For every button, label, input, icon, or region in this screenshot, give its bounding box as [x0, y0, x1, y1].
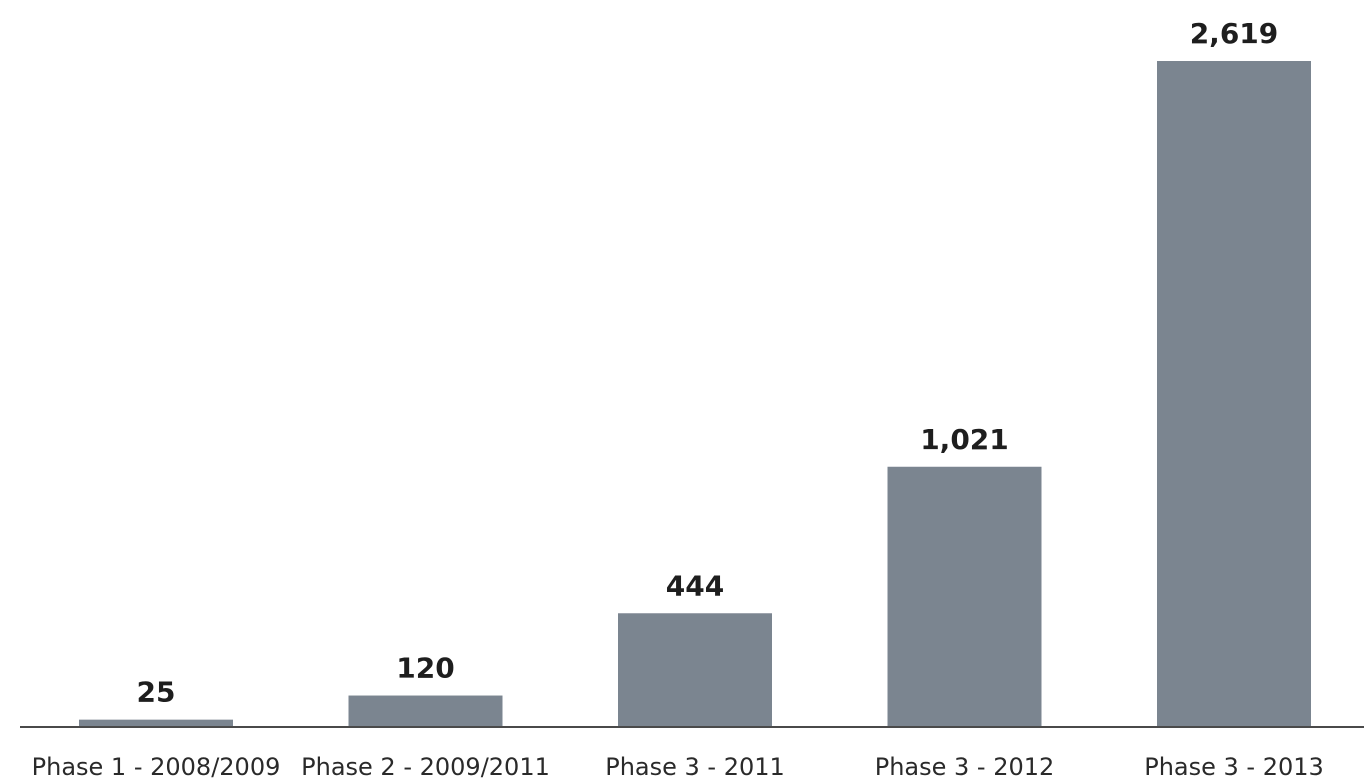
data-label-4: 1,021	[920, 423, 1009, 456]
x-tick-label-5: Phase 3 - 2013	[1144, 753, 1324, 781]
bar-4	[887, 466, 1042, 726]
bars-group	[79, 61, 1311, 726]
bar-1	[79, 719, 233, 726]
x-tick-label-3: Phase 3 - 2011	[605, 753, 785, 781]
data-label-1: 25	[137, 676, 176, 709]
data-label-3: 444	[666, 569, 724, 602]
bar-5	[1157, 61, 1311, 726]
x-tick-label-2: Phase 2 - 2009/2011	[301, 753, 550, 781]
category-labels-group: Phase 1 - 2008/2009 Phase 2 - 2009/2011 Ph…	[32, 753, 1324, 781]
data-label-5: 2,619	[1190, 17, 1279, 50]
x-tick-label-1: Phase 1 - 2008/2009	[32, 753, 281, 781]
x-tick-label-4: Phase 3 - 2012	[875, 753, 1055, 781]
data-label-2: 120	[396, 652, 454, 685]
bar-2	[348, 695, 503, 726]
value-labels-group: 25 120 444 1,021 2,619	[137, 17, 1279, 709]
bar-3	[618, 613, 772, 726]
